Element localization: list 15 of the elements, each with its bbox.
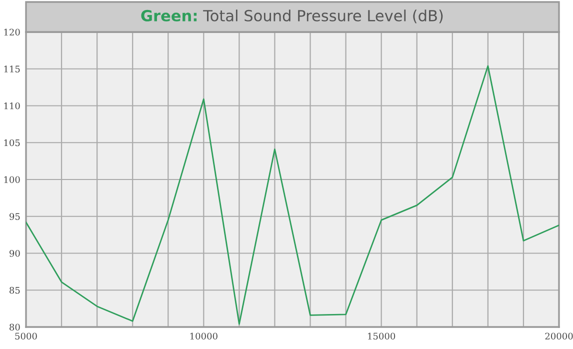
y-tick-label: 80: [10, 324, 20, 331]
line-series: [26, 65, 559, 325]
y-tick-label: 90: [10, 250, 20, 257]
x-tick-label: 15000: [368, 332, 396, 340]
y-tick-label: 85: [10, 286, 20, 294]
y-tick-label: 110: [4, 102, 20, 110]
y-tick-label: 115: [4, 66, 20, 72]
x-tick-label: 5000: [15, 332, 37, 340]
chart-title: Green: Total Sound Pressure Level (dB): [141, 10, 443, 24]
y-tick-label: 120: [4, 28, 20, 36]
x-tick-label: 10000: [190, 332, 218, 340]
y-tick-label: 95: [10, 213, 20, 220]
x-tick-label: 20000: [545, 332, 573, 340]
y-tick-label: 105: [4, 139, 20, 146]
y-tick-label: 100: [4, 176, 20, 184]
